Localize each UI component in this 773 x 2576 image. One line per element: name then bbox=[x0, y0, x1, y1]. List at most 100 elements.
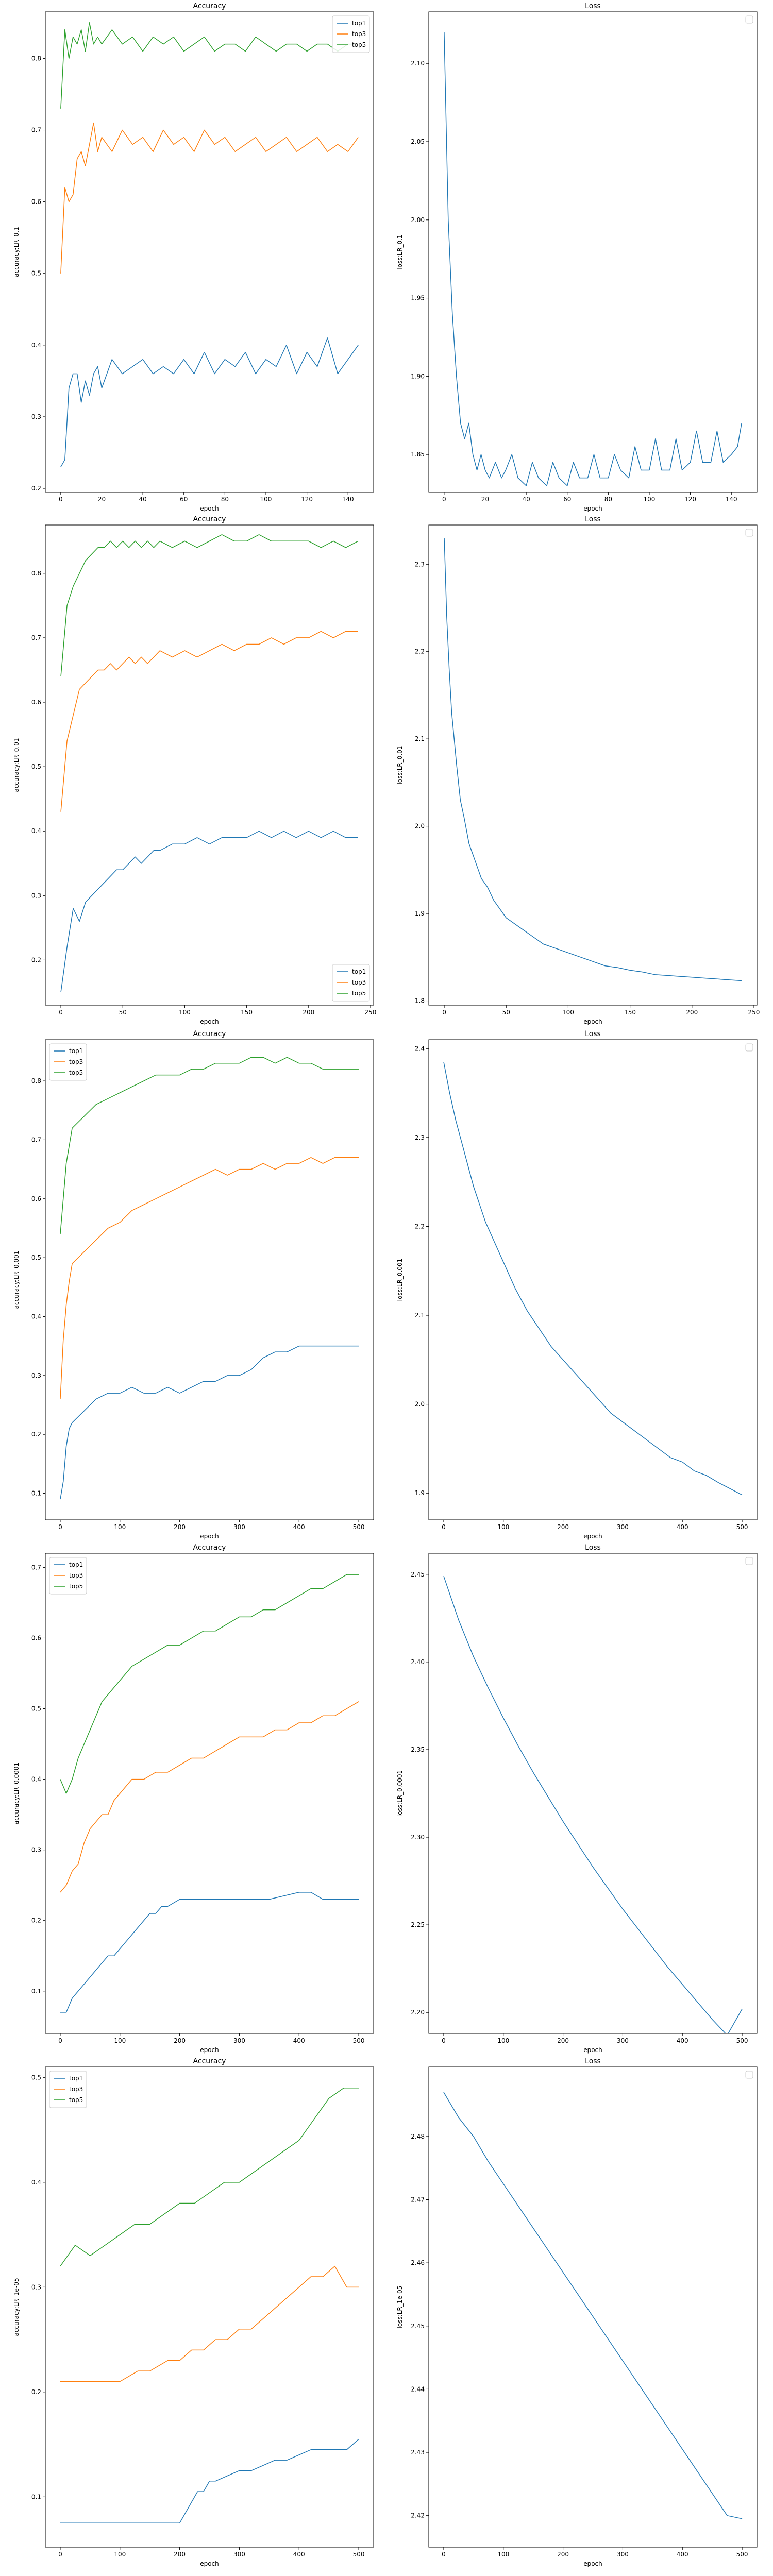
legend bbox=[745, 15, 753, 24]
series-line-top1 bbox=[60, 337, 359, 467]
y-tick-label: 0.5 bbox=[31, 763, 41, 770]
legend: top1 top3 top5 bbox=[332, 964, 370, 1002]
y-tick-label: 0.2 bbox=[31, 956, 41, 963]
legend-box bbox=[332, 964, 370, 1002]
legend-entry: top3 bbox=[352, 30, 366, 38]
x-tick-label: 400 bbox=[677, 2551, 688, 2558]
x-tick-label: 150 bbox=[624, 1009, 636, 1016]
x-tick-label: 200 bbox=[174, 2037, 186, 2044]
x-tick-label: 300 bbox=[233, 2551, 245, 2558]
y-tick-label: 0.7 bbox=[31, 1564, 41, 1571]
x-tick-label: 120 bbox=[301, 496, 313, 503]
x-tick-label: 20 bbox=[98, 496, 106, 503]
series-line-top5 bbox=[60, 22, 359, 109]
series-group bbox=[443, 2092, 743, 2519]
chart-panel-1: 0 20 40 60 80 100 120 140 0.2 0.3 0.4 0.5 0.6 0.7 0.8 A… bbox=[13, 2, 374, 512]
chart-panel-10: 0 100 200 300 400 500 2.42 2.43 2.44 2.45 2.46 2.47… bbox=[396, 2057, 758, 2567]
y-tick-label: 2.46 bbox=[411, 2259, 425, 2266]
series-line-series-1 bbox=[443, 1575, 743, 2033]
axes-frame bbox=[428, 1039, 758, 1520]
x-tick-label: 400 bbox=[677, 1523, 688, 1531]
chart-title: Accuracy bbox=[193, 2057, 226, 2065]
y-tick-label: 2.25 bbox=[411, 1921, 425, 1928]
y-tick-label: 0.3 bbox=[31, 413, 41, 420]
y-tick-label: 2.00 bbox=[411, 216, 425, 224]
y-axis-label: loss:LR_0.1 bbox=[396, 234, 404, 269]
legend: top1 top3 top5 bbox=[49, 1043, 87, 1081]
y-tick-label: 1.95 bbox=[411, 295, 425, 302]
y-axis-label: accuracy:LR_0.01 bbox=[13, 738, 20, 792]
x-axis-label: epoch bbox=[583, 1533, 602, 1540]
x-tick-label: 0 bbox=[442, 496, 446, 503]
x-tick-label: 300 bbox=[233, 2037, 245, 2044]
y-tick-label: 2.20 bbox=[411, 2009, 425, 2016]
y-tick-label: 1.9 bbox=[415, 910, 425, 917]
x-tick-label: 200 bbox=[174, 1523, 186, 1531]
x-tick-label: 40 bbox=[139, 496, 146, 503]
x-tick-label: 300 bbox=[617, 2551, 629, 2558]
series-line-top1 bbox=[60, 1892, 359, 2013]
chart-panel-3: 0 50 100 150 200 250 0.2 0.3 0.4 0.5 0.6 0.7 0.8 Accu… bbox=[13, 515, 376, 1025]
y-tick-label: 1.90 bbox=[411, 372, 425, 380]
y-tick-label: 2.30 bbox=[411, 1834, 425, 1841]
x-tick-label: 120 bbox=[684, 496, 696, 503]
y-tick-label: 2.10 bbox=[411, 60, 425, 67]
y-axis-label: loss:LR_0.0001 bbox=[396, 1770, 404, 1817]
y-tick-label: 2.44 bbox=[411, 2385, 425, 2393]
legend bbox=[745, 2071, 753, 2079]
legend-box bbox=[332, 15, 370, 53]
legend: top1 top3 top5 bbox=[49, 1557, 87, 1595]
chart-title: Loss bbox=[585, 2, 601, 10]
x-axis-label: epoch bbox=[583, 1018, 602, 1025]
y-tick-label: 2.3 bbox=[415, 1134, 425, 1141]
series-line-top3 bbox=[60, 1157, 359, 1399]
y-tick-label: 0.4 bbox=[31, 342, 41, 349]
x-tick-label: 500 bbox=[353, 2551, 365, 2558]
chart-panel-8: 0 100 200 300 400 500 2.20 2.25 2.30 2.35 2.40 2.45… bbox=[396, 1544, 758, 2054]
series-line-series-1 bbox=[443, 2092, 743, 2519]
series-group bbox=[444, 32, 742, 486]
axes-frame bbox=[45, 524, 374, 1006]
y-tick-label: 0.6 bbox=[31, 699, 41, 706]
x-tick-label: 80 bbox=[604, 496, 612, 503]
y-tick-label: 0.3 bbox=[31, 892, 41, 899]
legend bbox=[745, 1557, 753, 1565]
chart-panel-6: 0 100 200 300 400 500 1.9 2.0 2.1 2.2 2.3 2.4 Loss ep… bbox=[396, 1030, 758, 1540]
x-tick-label: 400 bbox=[293, 1523, 305, 1531]
x-tick-label: 500 bbox=[736, 2037, 748, 2044]
y-tick-label: 2.45 bbox=[411, 2323, 425, 2330]
x-tick-label: 500 bbox=[736, 1523, 748, 1531]
x-tick-label: 0 bbox=[442, 2551, 446, 2558]
x-tick-label: 80 bbox=[221, 496, 229, 503]
y-tick-label: 0.7 bbox=[31, 1136, 41, 1143]
y-tick-label: 0.7 bbox=[31, 127, 41, 134]
y-tick-label: 1.9 bbox=[415, 1489, 425, 1497]
y-tick-label: 0.4 bbox=[31, 827, 41, 835]
x-tick-label: 100 bbox=[114, 1523, 126, 1531]
x-tick-label: 0 bbox=[442, 1009, 446, 1016]
axes-frame bbox=[45, 1039, 374, 1520]
x-tick-label: 200 bbox=[557, 2037, 569, 2044]
x-axis-label: epoch bbox=[200, 2046, 219, 2054]
series-group bbox=[443, 1575, 743, 2033]
series-group bbox=[60, 1057, 359, 1500]
x-tick-label: 100 bbox=[497, 1523, 509, 1531]
chart-title: Loss bbox=[585, 1030, 601, 1038]
x-tick-label: 400 bbox=[677, 2037, 688, 2044]
axes-frame bbox=[428, 2066, 758, 2548]
y-tick-label: 0.7 bbox=[31, 634, 41, 641]
series-line-series-1 bbox=[443, 1062, 743, 1496]
legend-box bbox=[49, 1043, 87, 1081]
y-tick-label: 2.35 bbox=[411, 1746, 425, 1753]
y-tick-label: 0.2 bbox=[31, 2388, 41, 2396]
series-line-top3 bbox=[60, 122, 359, 274]
series-line-top1 bbox=[60, 1345, 359, 1500]
series-group bbox=[60, 22, 359, 467]
x-tick-label: 40 bbox=[522, 496, 530, 503]
x-axis-label: epoch bbox=[200, 1018, 219, 1025]
chart-title: Accuracy bbox=[193, 1544, 226, 1552]
legend bbox=[745, 529, 753, 537]
x-tick-label: 100 bbox=[497, 2037, 509, 2044]
legend-entry: top3 bbox=[69, 1572, 83, 1579]
legend-entry: top1 bbox=[69, 2075, 83, 2082]
